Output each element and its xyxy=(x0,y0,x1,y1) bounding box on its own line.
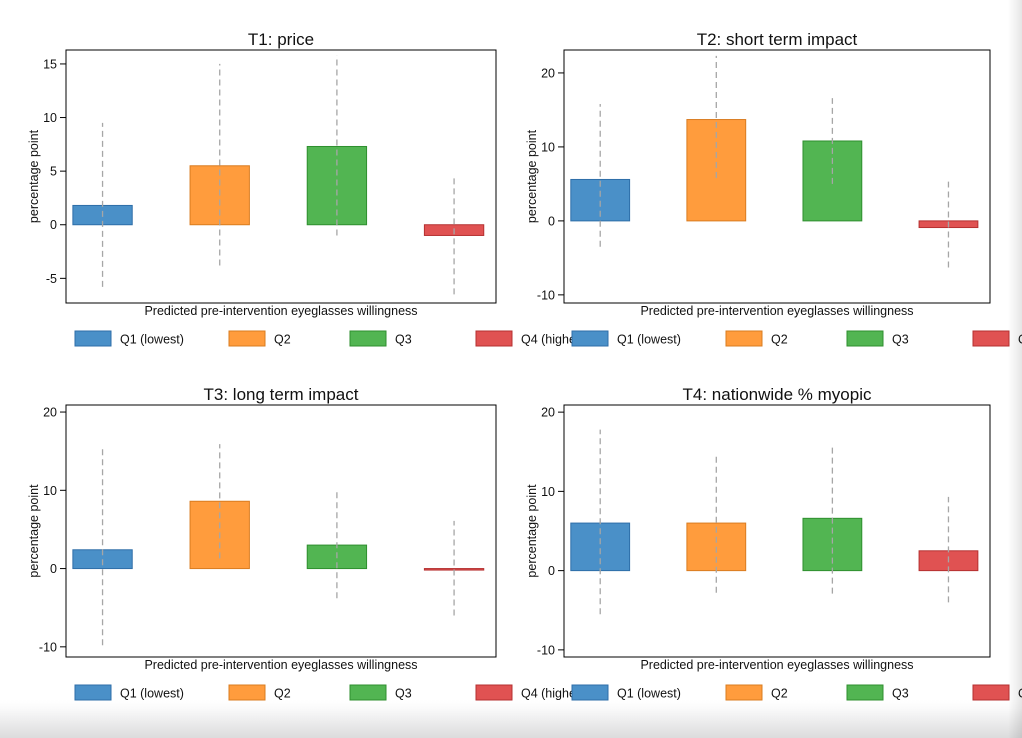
y-tick-label: 15 xyxy=(43,57,57,71)
y-tick-label: 0 xyxy=(548,214,555,228)
y-tick-label: -10 xyxy=(39,640,57,654)
legend-label-2: Q2 xyxy=(771,333,788,347)
chart-title: T2: short term impact xyxy=(697,30,858,49)
legend-swatch-1 xyxy=(571,684,609,701)
y-tick-label: 10 xyxy=(541,485,555,499)
legend-swatch-2 xyxy=(725,684,763,701)
legend: Q1 (lowest) Q2 Q3 Q4 (highest) xyxy=(571,684,1022,701)
y-axis-label: percentage point xyxy=(27,484,41,578)
legend-label-1: Q1 (lowest) xyxy=(617,687,681,701)
y-tick-label: 10 xyxy=(43,484,57,498)
legend-label-3: Q3 xyxy=(395,687,412,701)
chart-title: T1: price xyxy=(248,30,314,49)
legend-label-3: Q3 xyxy=(892,687,909,701)
y-tick-label: 10 xyxy=(43,111,57,125)
y-tick-label: 0 xyxy=(548,564,555,578)
plot-frame xyxy=(65,404,497,658)
y-tick-label: 10 xyxy=(541,140,555,154)
legend-label-4: Q4 (highest) xyxy=(1018,333,1022,347)
chart-panel-2: T2: short term impact -10 0 10 20 percentage … xyxy=(525,30,1022,347)
y-tick-label: -5 xyxy=(46,272,57,286)
legend-label-2: Q2 xyxy=(274,687,291,701)
legend-label-1: Q1 (lowest) xyxy=(120,687,184,701)
legend-label-2: Q2 xyxy=(771,687,788,701)
legend-swatch-1 xyxy=(571,330,609,347)
plot-frame xyxy=(563,404,991,658)
legend-label-2: Q2 xyxy=(274,333,291,347)
legend-label-1: Q1 (lowest) xyxy=(617,333,681,347)
legend-label-1: Q1 (lowest) xyxy=(120,333,184,347)
legend-swatch-3 xyxy=(349,330,387,347)
legend-swatch-2 xyxy=(725,330,763,347)
y-axis-label: percentage point xyxy=(525,484,539,578)
y-tick-label: -10 xyxy=(537,643,555,657)
legend-swatch-4 xyxy=(475,330,513,347)
x-axis-label: Predicted pre-intervention eyeglasses wi… xyxy=(640,658,913,672)
legend-swatch-1 xyxy=(74,330,112,347)
y-axis-label: percentage point xyxy=(27,129,41,223)
legend-swatch-4 xyxy=(475,684,513,701)
y-tick-label: 20 xyxy=(43,406,57,420)
legend-swatch-1 xyxy=(74,684,112,701)
y-tick-label: 0 xyxy=(50,218,57,232)
legend-swatch-3 xyxy=(846,684,884,701)
legend-label-3: Q3 xyxy=(395,333,412,347)
legend-label-3: Q3 xyxy=(892,333,909,347)
legend-swatch-2 xyxy=(228,684,266,701)
x-axis-label: Predicted pre-intervention eyeglasses wi… xyxy=(144,658,417,672)
chart-title: T4: nationwide % myopic xyxy=(683,385,872,404)
page-edge-shadow xyxy=(1008,0,1022,738)
y-axis-label: percentage point xyxy=(525,129,539,223)
y-tick-label: 5 xyxy=(50,165,57,179)
legend-swatch-3 xyxy=(349,684,387,701)
plot-frame xyxy=(563,49,991,304)
chart-panel-3: T3: long term impact -10 0 10 20 percentage p… xyxy=(27,385,590,701)
legend-swatch-2 xyxy=(228,330,266,347)
y-tick-label: 20 xyxy=(541,406,555,420)
legend-swatch-4 xyxy=(972,330,1010,347)
legend-swatch-4 xyxy=(972,684,1010,701)
legend: Q1 (lowest) Q2 Q3 Q4 (highest) xyxy=(571,330,1022,347)
y-tick-label: -10 xyxy=(537,288,555,302)
y-tick-label: 20 xyxy=(541,66,555,80)
chart-panel-1: T1: price -5 0 5 10 15 percentage point Predict… xyxy=(27,30,590,347)
chart-panel-4: T4: nationwide % myopic -10 0 10 20 percentag… xyxy=(525,385,1022,701)
legend-label-4: Q4 (highest) xyxy=(1018,687,1022,701)
x-axis-label: Predicted pre-intervention eyeglasses wi… xyxy=(144,304,417,318)
x-axis-label: Predicted pre-intervention eyeglasses wi… xyxy=(640,304,913,318)
page-bottom-shadow xyxy=(0,708,1022,738)
y-tick-label: 0 xyxy=(50,562,57,576)
plot-frame xyxy=(65,49,497,304)
legend-swatch-3 xyxy=(846,330,884,347)
chart-title: T3: long term impact xyxy=(204,385,359,404)
